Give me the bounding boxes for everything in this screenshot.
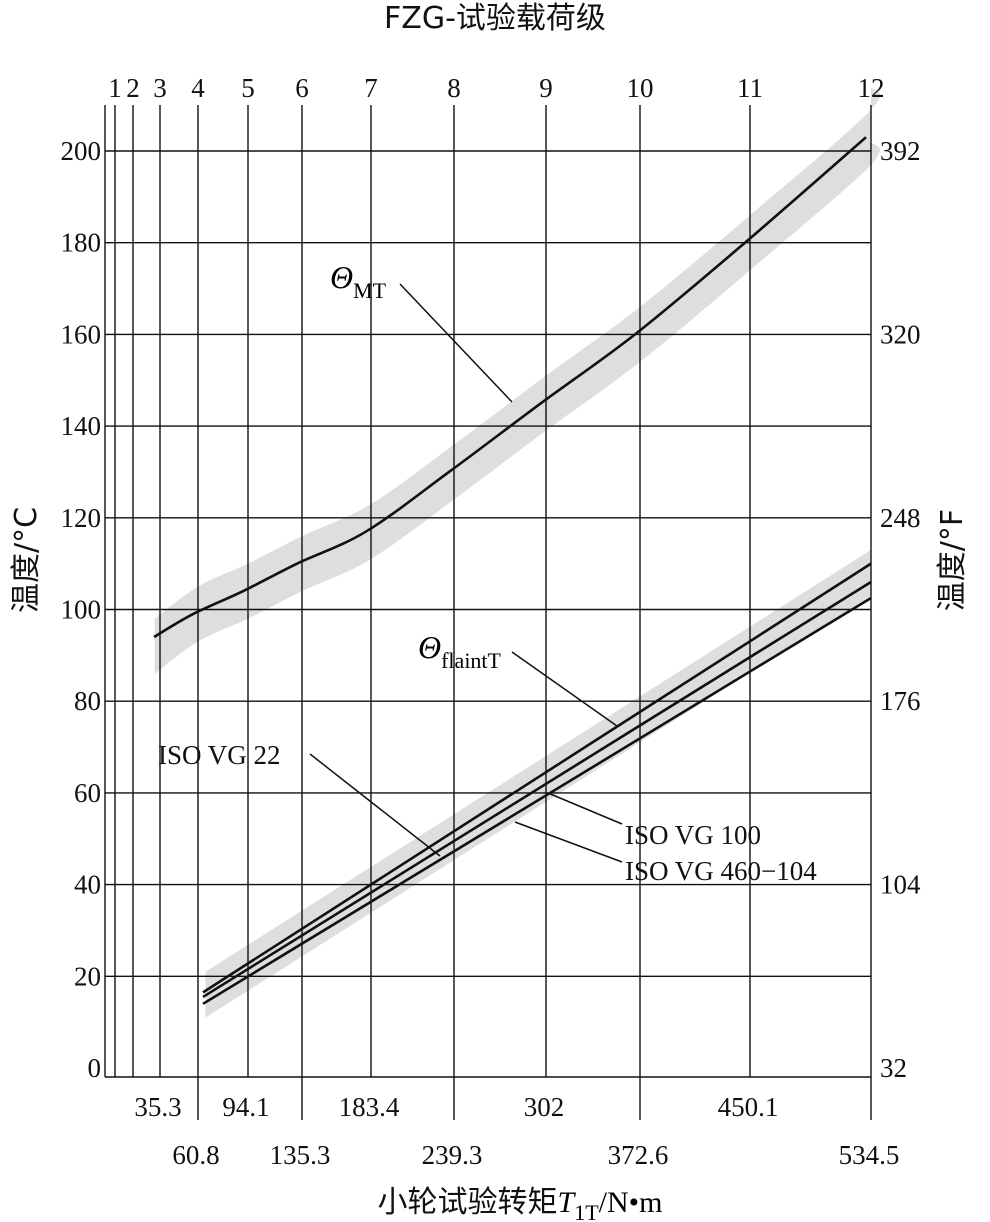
stage-tick-label: 7: [364, 73, 378, 103]
y-right-tick-label: 104: [880, 870, 921, 900]
stage-tick-label: 11: [737, 73, 763, 103]
theta-mt-band: [154, 86, 880, 674]
torque-tick-label-upper: 35.3: [134, 1092, 181, 1122]
stage-tick-label: 12: [858, 73, 885, 103]
series-label-iso-vg-100: ISO VG 100: [625, 820, 761, 850]
y-left-tick-label: 140: [61, 411, 102, 441]
torque-tick-label-lower: 534.5: [839, 1140, 900, 1170]
y-axis-label-left: 温度/°C: [9, 507, 44, 613]
y-axis-label-right: 温度/°F: [935, 509, 970, 611]
y-right-tick-label: 32: [880, 1053, 907, 1083]
stage-tick-label: 1: [108, 73, 122, 103]
y-left-tick-label: 0: [88, 1053, 102, 1083]
x-axis-label: 小轮试验转矩T1T/N•m: [378, 1185, 663, 1222]
stage-tick-label: 6: [295, 73, 309, 103]
theta-mt-leader: [399, 283, 513, 403]
series-line-2: [202, 580, 872, 999]
iso-vg-460-leader: [514, 821, 623, 863]
y-right-tick-label: 176: [880, 686, 921, 716]
grid-lines: [104, 105, 872, 1120]
iso-vg-22-leader: [309, 753, 441, 857]
theta-flash-leader: [511, 651, 618, 727]
torque-tick-label-upper: 183.4: [339, 1092, 400, 1122]
chart-title: FZG-试验载荷级: [384, 1, 606, 36]
label-leader-lines: [309, 283, 623, 863]
iso-vg-100-leader: [547, 792, 623, 825]
stage-tick-label: 2: [126, 73, 140, 103]
series-label-iso-vg-460: ISO VG 460−104: [625, 856, 817, 886]
y-left-tick-label: 40: [74, 870, 101, 900]
y-right-tick-label: 320: [880, 319, 921, 349]
y-left-tick-label: 180: [61, 228, 102, 258]
series-line-1: [202, 562, 872, 994]
series-line-0: [153, 136, 867, 639]
stage-tick-label: 9: [539, 73, 553, 103]
torque-tick-label-lower: 60.8: [172, 1140, 219, 1170]
torque-tick-label-upper: 302: [524, 1092, 565, 1122]
torque-tick-label-upper: 450.1: [718, 1092, 779, 1122]
y-left-tick-label: 160: [61, 319, 102, 349]
y-left-tick-label: 60: [74, 778, 101, 808]
series-lines: [153, 136, 872, 1005]
y-left-tick-label: 20: [74, 961, 101, 991]
torque-tick-label-lower: 372.6: [608, 1140, 669, 1170]
y-left-tick-label: 100: [61, 595, 102, 625]
y-left-tick-label: 200: [61, 136, 102, 166]
theta-mt-label: ΘMT: [330, 259, 387, 303]
series-line-3: [202, 596, 872, 1005]
series-label-iso-vg-22: ISO VG 22: [158, 740, 281, 770]
y-left-tick-label: 80: [74, 686, 101, 716]
stage-tick-label: 5: [241, 73, 255, 103]
y-left-tick-label: 120: [61, 503, 102, 533]
torque-tick-label-upper: 94.1: [222, 1092, 269, 1122]
tick-labels: 1 2 3 4 5 6 7 8 9 10 11 120204060801001201401601802…: [61, 73, 922, 1170]
torque-tick-label-lower: 135.3: [270, 1140, 331, 1170]
y-right-tick-label: 248: [880, 503, 921, 533]
y-right-tick-label: 392: [880, 136, 921, 166]
stage-tick-label: 3: [153, 73, 167, 103]
stage-tick-label: 8: [447, 73, 461, 103]
stage-tick-label: 4: [191, 73, 205, 103]
stage-tick-label: 10: [627, 73, 654, 103]
torque-tick-label-lower: 239.3: [422, 1140, 483, 1170]
theta-flash-band: [205, 549, 871, 1018]
theta-flash-label: ΘflaintT: [418, 629, 502, 673]
